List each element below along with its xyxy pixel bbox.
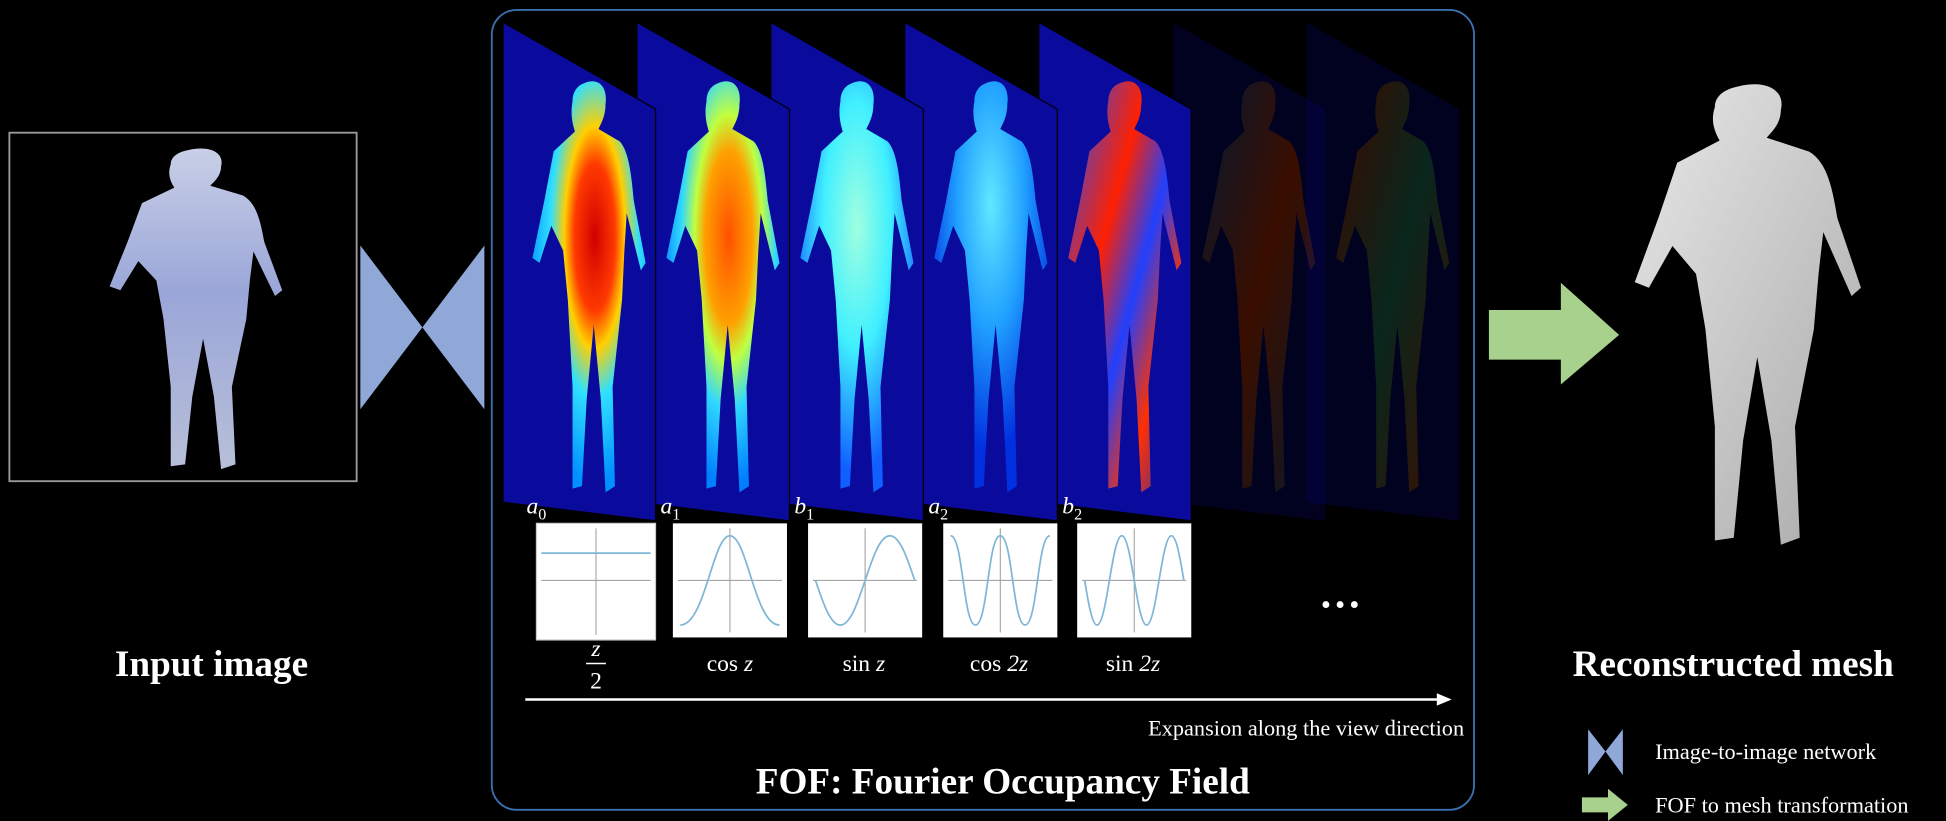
fof-slice xyxy=(904,21,1058,522)
basis-label: cos 2z xyxy=(970,651,1028,677)
ellipsis: … xyxy=(1319,571,1361,618)
coefficient-label: b2 xyxy=(1062,493,1082,523)
fof-slice xyxy=(636,21,791,522)
basis-label: 2 xyxy=(590,668,602,694)
fof-slice xyxy=(1306,22,1460,521)
basis-label: sin 2z xyxy=(1106,651,1160,677)
fof-slice xyxy=(1172,22,1326,521)
legend: Image-to-image network FOF to mesh trans… xyxy=(1581,729,1909,821)
input-panel: Input image xyxy=(8,131,358,685)
mesh-figure xyxy=(1634,84,1861,545)
axis-label: Expansion along the view direction xyxy=(1148,715,1464,740)
basis-label: cos z xyxy=(707,651,753,677)
coefficient-label: a1 xyxy=(660,493,680,523)
fof-slice xyxy=(770,21,925,522)
basis-plot xyxy=(535,522,657,641)
view-arrow xyxy=(525,693,1452,706)
legend-arrow-icon xyxy=(1581,788,1628,821)
fof-panel: a0 a1 b1 a2 b2 z 2 cos z sin z cos 2z si… xyxy=(490,8,1475,811)
basis-label: sin z xyxy=(843,651,886,677)
basis-plot xyxy=(672,523,787,638)
legend-label: FOF to mesh transformation xyxy=(1655,792,1908,817)
fof-slice xyxy=(502,21,657,522)
coefficient-label: a0 xyxy=(527,493,547,523)
network-icon xyxy=(360,245,485,410)
output-panel: Reconstructed mesh xyxy=(1573,84,1895,685)
basis-plot xyxy=(808,523,923,638)
output-label: Reconstructed mesh xyxy=(1573,644,1895,685)
transform-arrow xyxy=(1488,282,1620,385)
fof-title: FOF: Fourier Occupancy Field xyxy=(756,762,1250,803)
coefficient-label: b1 xyxy=(794,493,814,523)
fof-slice xyxy=(1038,21,1192,522)
coefficient-label: a2 xyxy=(928,493,948,523)
basis-plot xyxy=(1077,523,1192,638)
legend-label: Image-to-image network xyxy=(1655,739,1877,764)
basis-label: z xyxy=(590,636,600,662)
input-label: Input image xyxy=(115,644,308,685)
basis-plot xyxy=(943,523,1058,638)
legend-network-icon xyxy=(1588,729,1623,776)
